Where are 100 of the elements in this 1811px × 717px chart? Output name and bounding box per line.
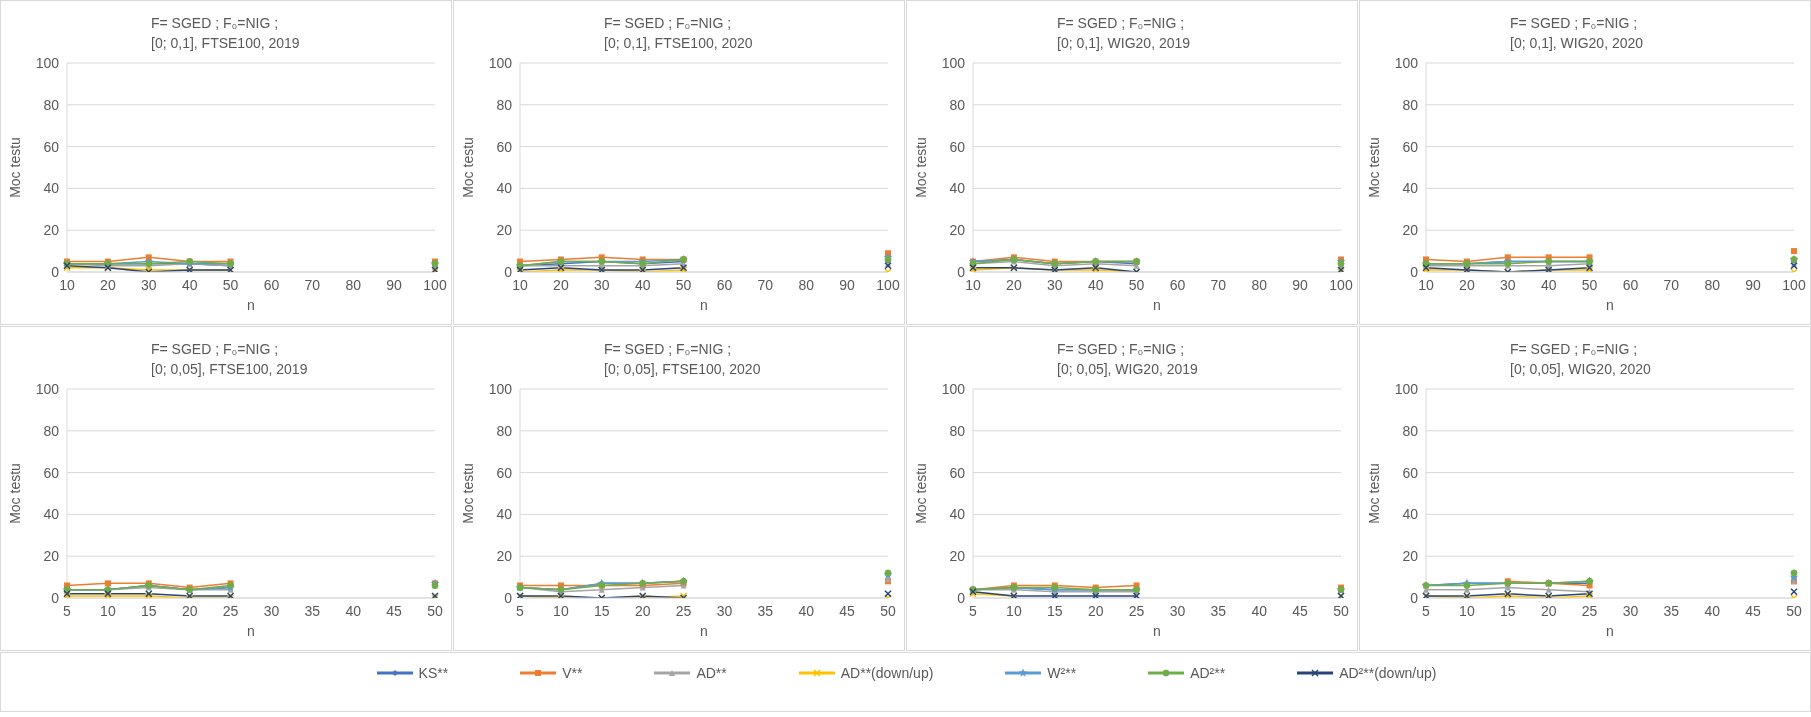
legend-label: AD²**(down/up) — [1339, 665, 1437, 681]
x-tick-label: 100 — [876, 276, 900, 293]
y-axis-title: Moc testu — [6, 463, 23, 524]
y-tick-label: 100 — [35, 380, 60, 397]
chart-title: F= SGED ; F₀=NIG ; — [1057, 340, 1186, 359]
y-tick-label: 40 — [1402, 506, 1419, 523]
x-tick-label: 30 — [593, 276, 610, 293]
x-tick-label: 100 — [1782, 276, 1806, 293]
x-tick-label: 70 — [1210, 276, 1227, 293]
x-tick-label: 50 — [1581, 276, 1598, 293]
y-tick-label: 40 — [949, 506, 966, 523]
x-axis-title: n — [1153, 623, 1161, 639]
y-tick-label: 40 — [496, 506, 513, 523]
x-tick-label: 80 — [1704, 276, 1721, 293]
legend-label: AD**(down/up) — [840, 665, 934, 681]
x-tick-label: 40 — [1251, 602, 1268, 619]
x-tick-label: 20 — [1459, 276, 1475, 293]
chart-subtitle: [0; 0,05], FTSE100, 2020 — [604, 360, 761, 379]
x-tick-label: 90 — [386, 276, 403, 293]
x-tick-label: 40 — [1704, 602, 1721, 619]
chart-subtitle: [0; 0,1], FTSE100, 2019 — [151, 34, 300, 53]
x-tick-label: 45 — [1745, 602, 1762, 619]
y-tick-label: 80 — [43, 422, 60, 439]
x-tick-label: 45 — [839, 602, 856, 619]
chart-subtitle: [0; 0,1], WIG20, 2020 — [1510, 34, 1644, 53]
x-tick-label: 100 — [1329, 276, 1353, 293]
x-tick-label: 80 — [1251, 276, 1268, 293]
x-tick-label: 70 — [304, 276, 321, 293]
y-tick-label: 100 — [488, 380, 513, 397]
y-axis-title: Moc testu — [1365, 463, 1382, 524]
x-tick-label: 90 — [1745, 276, 1762, 293]
x-tick-label: 35 — [304, 602, 321, 619]
x-tick-label: 10 — [965, 276, 981, 293]
y-tick-label: 60 — [949, 138, 966, 155]
x-axis-title: n — [700, 297, 708, 313]
x-tick-label: 15 — [140, 602, 157, 619]
y-tick-label: 100 — [488, 54, 513, 71]
x-tick-label: 50 — [427, 602, 443, 619]
x-tick-label: 35 — [1210, 602, 1227, 619]
x-axis-title: n — [247, 623, 255, 639]
x-tick-label: 50 — [222, 276, 239, 293]
x-tick-label: 80 — [798, 276, 815, 293]
y-tick-label: 100 — [1394, 54, 1419, 71]
chart-subtitle: [0; 0,05], WIG20, 2020 — [1510, 360, 1651, 379]
x-tick-label: 5 — [516, 602, 525, 619]
y-tick-label: 60 — [949, 464, 966, 481]
y-tick-label: 60 — [496, 138, 513, 155]
y-tick-label: 20 — [43, 222, 60, 239]
y-tick-label: 80 — [496, 96, 513, 113]
x-tick-label: 50 — [1786, 602, 1802, 619]
y-axis-title: Moc testu — [912, 463, 929, 524]
y-tick-label: 100 — [941, 380, 966, 397]
y-tick-label: 60 — [1402, 138, 1419, 155]
chart-subtitle: [0; 0,05], FTSE100, 2019 — [151, 360, 308, 379]
y-tick-label: 80 — [1402, 96, 1419, 113]
y-tick-label: 0 — [51, 263, 60, 280]
y-tick-label: 100 — [1394, 380, 1419, 397]
legend-label: AD** — [696, 665, 727, 681]
x-tick-label: 20 — [181, 602, 198, 619]
y-tick-label: 40 — [949, 180, 966, 197]
x-tick-label: 50 — [675, 276, 692, 293]
chart-title: F= SGED ; F₀=NIG ; — [604, 340, 733, 359]
x-tick-label: 10 — [553, 602, 569, 619]
x-tick-label: 20 — [1006, 276, 1022, 293]
x-tick-label: 25 — [1128, 602, 1145, 619]
y-tick-label: 60 — [1402, 464, 1419, 481]
y-tick-label: 20 — [43, 548, 60, 565]
x-tick-label: 90 — [1292, 276, 1309, 293]
y-tick-label: 80 — [949, 422, 966, 439]
x-tick-label: 5 — [1422, 602, 1431, 619]
y-tick-label: 40 — [1402, 180, 1419, 197]
chart-title: F= SGED ; F₀=NIG ; — [1510, 340, 1639, 359]
y-tick-label: 0 — [51, 589, 60, 606]
x-tick-label: 25 — [675, 602, 692, 619]
x-tick-label: 20 — [1087, 602, 1104, 619]
x-axis-title: n — [1606, 623, 1614, 639]
y-tick-label: 0 — [957, 263, 966, 280]
x-tick-label: 30 — [1046, 276, 1063, 293]
x-tick-label: 50 — [880, 602, 896, 619]
x-axis-title: n — [1606, 297, 1614, 313]
x-tick-label: 15 — [1046, 602, 1063, 619]
y-tick-label: 60 — [496, 464, 513, 481]
legend-label: KS** — [418, 665, 449, 681]
x-tick-label: 40 — [1087, 276, 1104, 293]
x-tick-label: 20 — [1540, 602, 1557, 619]
x-tick-label: 60 — [263, 276, 280, 293]
x-tick-label: 40 — [1540, 276, 1557, 293]
x-tick-label: 10 — [1418, 276, 1434, 293]
y-axis-title: Moc testu — [1365, 137, 1382, 198]
x-tick-label: 30 — [716, 602, 733, 619]
chart-title: F= SGED ; F₀=NIG ; — [151, 14, 280, 33]
x-tick-label: 70 — [1663, 276, 1680, 293]
x-tick-label: 15 — [1499, 602, 1516, 619]
y-tick-label: 20 — [949, 548, 966, 565]
chart-title: F= SGED ; F₀=NIG ; — [1510, 14, 1639, 33]
y-tick-label: 0 — [504, 589, 513, 606]
y-tick-label: 80 — [1402, 422, 1419, 439]
x-tick-label: 45 — [386, 602, 403, 619]
x-tick-label: 30 — [140, 276, 157, 293]
y-axis-title: Moc testu — [6, 137, 23, 198]
